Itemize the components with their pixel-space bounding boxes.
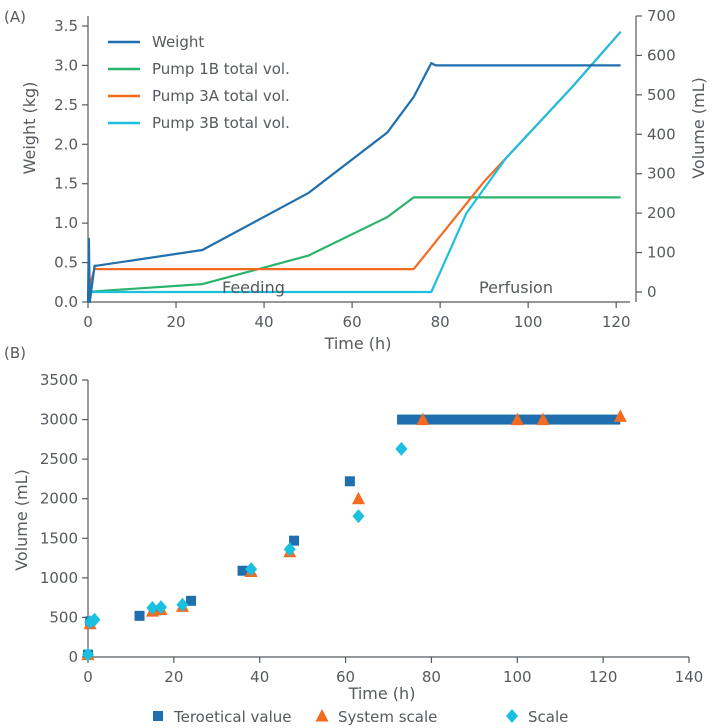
data-point-diamond: [88, 612, 101, 627]
panel-b-x-tick-label: 0: [83, 668, 93, 686]
legend-label: Pump 3A total vol.: [152, 87, 290, 105]
data-point-square: [237, 565, 248, 576]
data-point-triangle: [510, 412, 524, 426]
panel-b-x-tick-label: 80: [422, 668, 441, 686]
panel-b-x-tick-label: 120: [589, 668, 618, 686]
panel-a-y2-tick-label: 200: [647, 204, 676, 222]
panel-a-y2-axis-label: Volume (mL): [689, 77, 708, 179]
panel-a-y-axis-label: Weight (kg): [20, 82, 39, 175]
data-point-diamond: [352, 509, 365, 524]
legend-marker-square: [153, 711, 163, 721]
panel-b-y-axis-label: Volume (mL): [12, 469, 31, 571]
legend-label: Pump 3B total vol.: [152, 114, 290, 132]
panel-a-y-tick-label: 3.0: [54, 56, 78, 74]
panel-b-x-tick-label: 20: [164, 668, 183, 686]
panel-a-y2-tick-label: 500: [647, 86, 676, 104]
panel-b-y-tick-label: 3000: [40, 411, 78, 429]
data-point-diamond: [283, 542, 296, 557]
panel-a-x-tick-label: 40: [255, 313, 274, 331]
data-point-square: [186, 595, 197, 606]
panel-a-x-axis-label: Time (h): [324, 334, 392, 353]
panel-a-x-tick-label: 120: [602, 313, 631, 331]
panel-b-label: (B): [4, 344, 26, 362]
legend-label: Weight: [152, 33, 204, 51]
panel-b-x-tick-label: 40: [250, 668, 269, 686]
data-point-diamond: [395, 441, 408, 456]
panel-b-y-tick-label: 1500: [40, 529, 78, 547]
panel-a-legend: Weight Pump 1B total vol. Pump 3A total vo…: [108, 33, 290, 132]
panel-a-x-tick-label: 20: [166, 313, 185, 331]
panel-b-x-axis-label: Time (h): [348, 684, 416, 703]
data-point-diamond: [245, 562, 258, 577]
data-point-triangle: [613, 409, 627, 422]
data-point-triangle: [416, 412, 430, 426]
panel-a-y-tick-label: 1.5: [54, 175, 78, 193]
panel-a: (A) 0 20 40 60 80 100 120 0.0 0.5 1.0 1.5 2.0 2.5 3.…: [4, 7, 708, 353]
legend-marker-diamond: [506, 709, 518, 723]
legend-label: Pump 1B total vol.: [152, 60, 290, 78]
series-line-weight: [86, 61, 621, 304]
panel-a-y2-tick-label: 300: [647, 165, 676, 183]
data-point-triangle: [536, 412, 550, 426]
annotation-feeding: Feeding: [222, 278, 285, 297]
legend-label: Scale: [528, 708, 568, 726]
panel-b-y-tick-label: 0: [68, 648, 78, 666]
panel-a-y-tick-label: 0.5: [54, 254, 78, 272]
legend-marker-triangle: [315, 709, 329, 722]
data-point-triangle: [351, 491, 365, 505]
panel-a-y2-tick-label: 600: [647, 46, 676, 64]
panel-b-x-tick-label: 100: [503, 668, 532, 686]
panel-a-y2-tick-label: 400: [647, 125, 676, 143]
data-point-diamond: [176, 597, 189, 612]
series-line-pump-3b-total-vol: [88, 31, 622, 294]
panel-b-y-tick-label: 500: [49, 608, 78, 626]
panel-b-x-tick-label: 140: [675, 668, 704, 686]
panel-b-y-tick-label: 2500: [40, 450, 78, 468]
panel-a-x-tick-label: 60: [343, 313, 362, 331]
panel-a-label: (A): [4, 8, 26, 26]
data-point-diamond: [154, 600, 167, 615]
panel-a-y2-tick-label: 0: [647, 283, 657, 301]
legend-label: System scale: [338, 708, 437, 726]
panel-a-x-tick-label: 100: [514, 313, 543, 331]
panel-a-y-tick-label: 1.0: [54, 214, 78, 232]
theoretical-plateau-band: [397, 414, 621, 425]
panel-b-y-tick-label: 1000: [40, 569, 78, 587]
panel-a-y-tick-label: 2.0: [54, 135, 78, 153]
legend-label: Teroetical value: [173, 708, 291, 726]
panel-b-y-tick-label: 2000: [40, 490, 78, 508]
data-point-diamond: [146, 600, 159, 615]
annotation-perfusion: Perfusion: [479, 278, 553, 297]
data-point-square: [344, 476, 355, 487]
panel-b-legend: Teroetical value System scale Scale: [153, 708, 568, 726]
panel-b: (B) 0 20 40 60 80 100 120 140 0 500 1000 1500 2000 2…: [4, 344, 703, 726]
panel-a-y2-tick-label: 700: [647, 7, 676, 25]
panel-a-y-tick-label: 2.5: [54, 96, 78, 114]
panel-b-x-tick-label: 60: [336, 668, 355, 686]
data-point-square: [134, 610, 145, 621]
panel-a-y2-tick-label: 100: [647, 244, 676, 262]
panel-a-y-tick-label: 3.5: [54, 17, 78, 35]
panel-a-x-tick-label: 0: [83, 313, 93, 331]
data-point-diamond: [82, 647, 94, 662]
data-point-square: [289, 535, 300, 546]
panel-a-x-tick-label: 80: [431, 313, 450, 331]
panel-b-y-tick-label: 3500: [40, 371, 78, 389]
data-point-square: [151, 605, 162, 616]
panel-a-y-tick-label: 0.0: [54, 293, 78, 311]
